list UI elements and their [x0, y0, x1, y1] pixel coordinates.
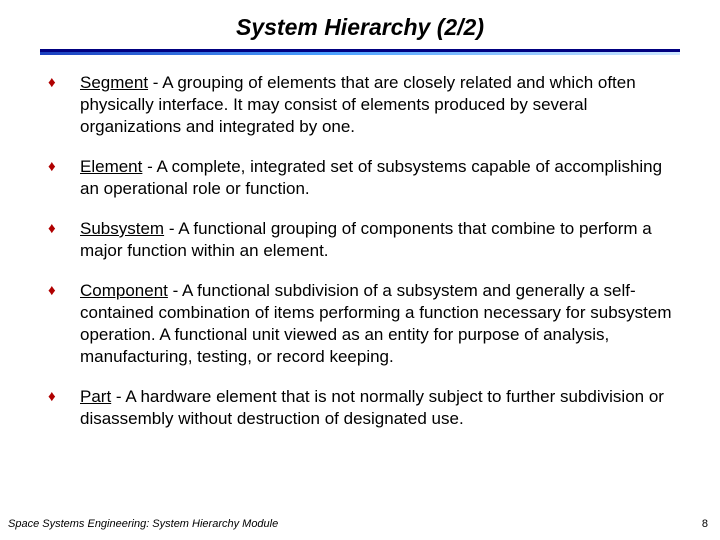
item-text: Subsystem - A functional grouping of com…: [80, 218, 674, 262]
definition: - A functional grouping of components th…: [80, 219, 652, 260]
list-item: ♦ Element - A complete, integrated set o…: [46, 156, 674, 200]
title-underline: [40, 49, 680, 54]
list-item: ♦ Part - A hardware element that is not …: [46, 386, 674, 430]
term: Subsystem: [80, 219, 164, 238]
item-text: Segment - A grouping of elements that ar…: [80, 72, 674, 138]
diamond-bullet-icon: ♦: [46, 280, 80, 302]
term: Part: [80, 387, 111, 406]
diamond-bullet-icon: ♦: [46, 218, 80, 240]
diamond-bullet-icon: ♦: [46, 156, 80, 178]
underline-gradient: [40, 52, 680, 55]
title-wrap: System Hierarchy (2/2): [0, 0, 720, 41]
term: Element: [80, 157, 142, 176]
slide-title: System Hierarchy (2/2): [236, 14, 484, 41]
definition: - A hardware element that is not normall…: [80, 387, 664, 428]
item-text: Part - A hardware element that is not no…: [80, 386, 674, 430]
definition: - A complete, integrated set of subsyste…: [80, 157, 662, 198]
diamond-bullet-icon: ♦: [46, 72, 80, 94]
definition: - A grouping of elements that are closel…: [80, 73, 636, 136]
item-text: Component - A functional subdivision of …: [80, 280, 674, 368]
list-item: ♦ Subsystem - A functional grouping of c…: [46, 218, 674, 262]
term: Component: [80, 281, 168, 300]
page-number: 8: [702, 518, 708, 530]
list-item: ♦ Component - A functional subdivision o…: [46, 280, 674, 368]
definition: - A functional subdivision of a subsyste…: [80, 281, 672, 366]
slide: System Hierarchy (2/2) ♦ Segment - A gro…: [0, 0, 720, 540]
footer-text: Space Systems Engineering: System Hierar…: [8, 518, 278, 530]
item-text: Element - A complete, integrated set of …: [80, 156, 674, 200]
diamond-bullet-icon: ♦: [46, 386, 80, 408]
term: Segment: [80, 73, 148, 92]
list-item: ♦ Segment - A grouping of elements that …: [46, 72, 674, 138]
content-area: ♦ Segment - A grouping of elements that …: [0, 54, 720, 430]
